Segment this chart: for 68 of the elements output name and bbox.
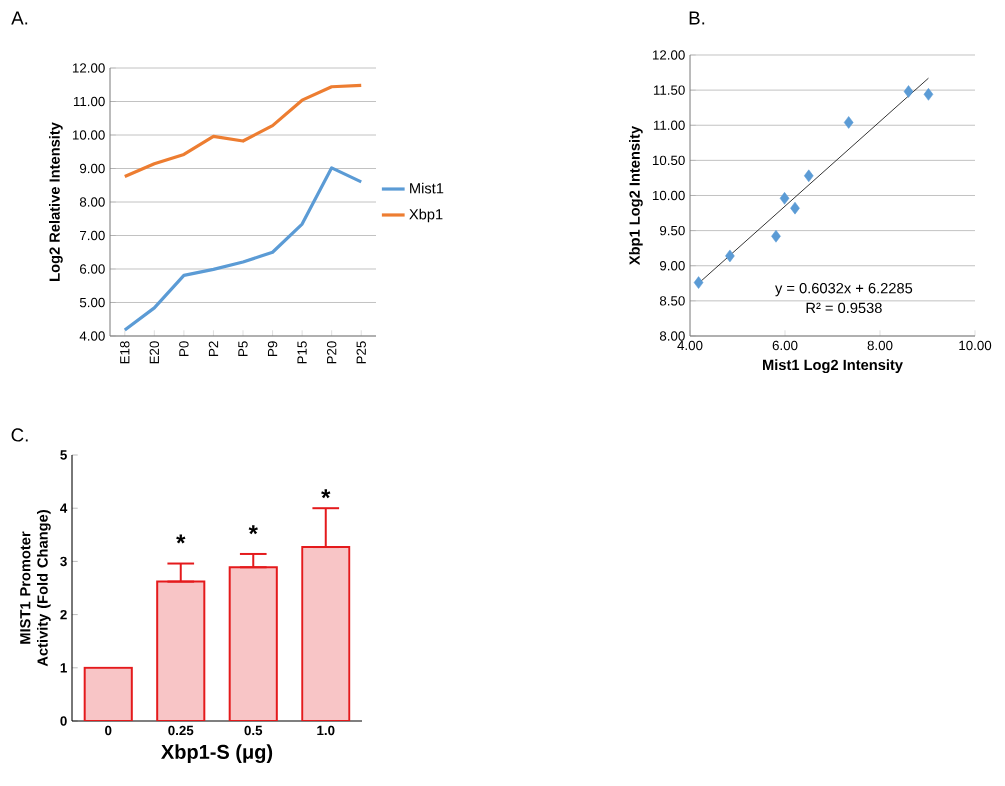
annotation: * (176, 534, 186, 544)
y-tick-label: 10.00 (652, 190, 685, 201)
x-axis-title: Xbp1-S (μg) (161, 744, 273, 764)
point (843, 116, 854, 129)
x-tick-label: 1.0 (317, 725, 335, 736)
annotation: y = 0.6032x + 6.2285 (775, 283, 913, 297)
x-tick-label: P20 (326, 341, 337, 364)
y-axis-title: Log2 Relative Intensity (49, 122, 63, 281)
annotation: R² = 0.9538 (806, 302, 882, 314)
x-tick-label: E18 (120, 341, 130, 364)
y-tick-label: 0 (60, 716, 67, 726)
bar (301, 546, 351, 721)
line-series (123, 83, 363, 179)
y-tick-label: 5 (60, 450, 67, 460)
x-tick-label: 0.25 (168, 725, 194, 736)
x-tick-label: 4.00 (677, 340, 703, 351)
y-tick-label: 8.00 (659, 331, 685, 341)
y-tick-label: 11.00 (73, 96, 105, 107)
annotation: * (248, 525, 258, 535)
y-tick-label: 2 (60, 609, 67, 620)
legend-label: Mist1 (410, 182, 444, 194)
x-tick-label: P5 (238, 341, 248, 356)
x-tick-label: 6.00 (772, 340, 798, 351)
point (779, 192, 790, 205)
y-tick-label: 10.00 (72, 130, 105, 140)
y-axis-title: MIST1 Promoter Activity (Fold Change) (20, 510, 51, 667)
y-tick-label: 1 (60, 663, 67, 673)
legend-label: Xbp1 (409, 208, 443, 223)
y-tick-label: 8.50 (659, 296, 685, 306)
x-tick-label: 0 (105, 725, 112, 736)
y-axis-title: Xbp1 Log2 Intensity (629, 125, 643, 266)
x-tick-label: 0.5 (244, 725, 263, 736)
y-tick-label: 8.00 (79, 197, 105, 207)
point (771, 229, 781, 243)
y-tick-label: 5.00 (79, 297, 105, 308)
y-tick-label: 9.00 (659, 261, 685, 271)
x-tick-label: P0 (179, 341, 189, 356)
x-tick-label: 8.00 (867, 340, 893, 351)
y-tick-label: 7.00 (80, 230, 105, 241)
x-tick-label: P9 (267, 341, 278, 356)
point (725, 249, 735, 263)
point (790, 201, 800, 215)
y-tick-label: 9.50 (659, 225, 685, 236)
line-series (123, 166, 363, 332)
y-tick-label: 4.00 (79, 331, 105, 341)
annotation: * (321, 489, 331, 499)
chart-title: B. (689, 11, 705, 25)
chart-title: C. (11, 428, 28, 442)
y-tick-label: 11.00 (653, 120, 685, 130)
point (693, 276, 704, 289)
y-tick-label: 3 (60, 556, 67, 567)
point (923, 88, 934, 101)
point (903, 85, 914, 98)
y-tick-label: 12.00 (652, 50, 685, 60)
x-tick-label: P2 (208, 341, 219, 356)
x-tick-label: 10.00 (959, 340, 992, 351)
x-tick-label: P25 (356, 341, 366, 364)
x-tick-label: E20 (149, 341, 160, 364)
y-tick-label: 10.50 (652, 155, 685, 166)
y-tick-label: 11.50 (653, 85, 685, 95)
chart-title: A. (11, 11, 28, 25)
y-tick-label: 12.00 (72, 63, 105, 73)
point (803, 169, 814, 183)
y-tick-label: 6.00 (80, 264, 105, 274)
y-tick-label: 9.00 (79, 163, 105, 174)
x-tick-label: P15 (297, 341, 307, 364)
x-axis-title: Mist1 Log2 Intensity (763, 359, 903, 374)
y-tick-label: 4 (60, 503, 68, 513)
